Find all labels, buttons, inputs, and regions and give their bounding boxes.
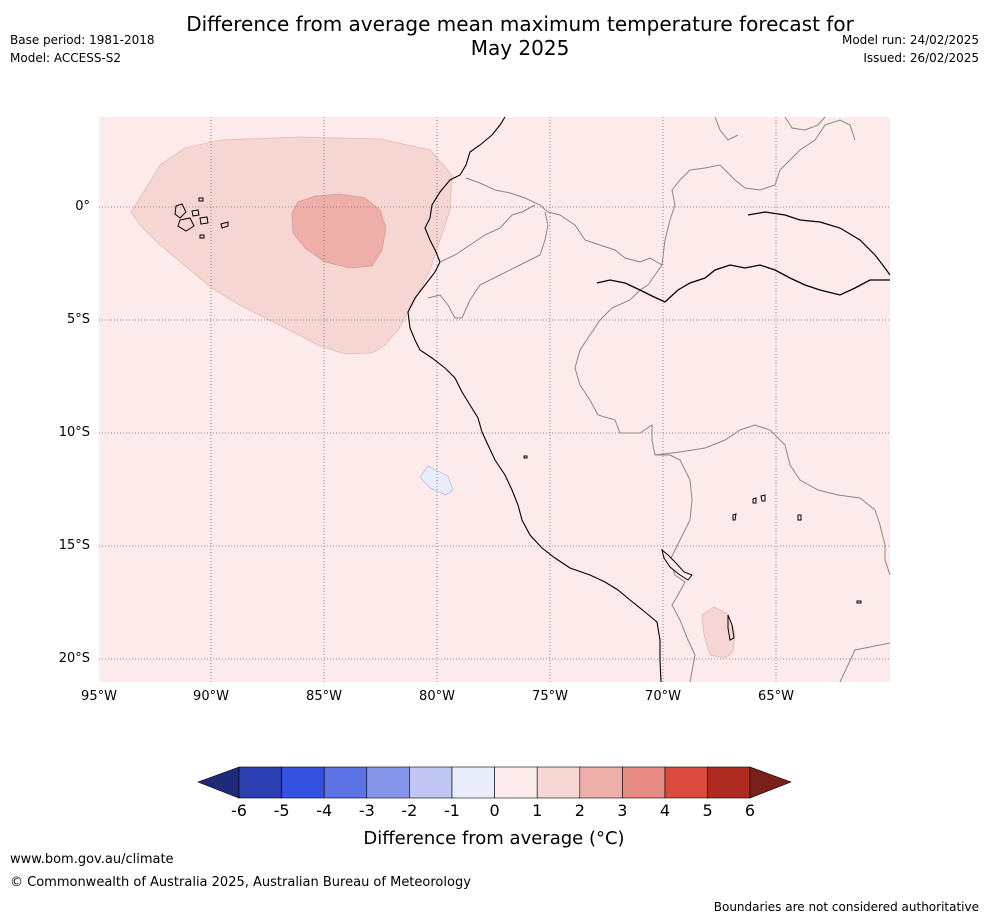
colorbar-swatch-neg5 <box>281 766 325 799</box>
lon-label-70w: 70°W <box>645 689 681 704</box>
colorbar-swatch-2 <box>579 766 623 799</box>
cb-tick-neg5: -5 <box>273 801 290 820</box>
cb-tick-1: 1 <box>532 801 543 820</box>
cb-tick-neg3: -3 <box>358 801 375 820</box>
lake-titicaca <box>661 548 693 581</box>
anomaly-2-3-region <box>291 193 387 269</box>
lat-label-0: 0° <box>75 199 90 214</box>
base-period-text: Base period: 1981-2018 <box>10 33 155 47</box>
lon-label-80w: 80°W <box>419 689 455 704</box>
colorbar-swatch-neg6 <box>238 766 282 799</box>
colorbar-swatch-5 <box>707 766 751 799</box>
anomaly-1-2-region-east <box>701 606 736 659</box>
cb-tick-2: 2 <box>574 801 585 820</box>
lon-label-65w: 65°W <box>758 689 794 704</box>
footer-disclaimer: Boundaries are not considered authoritat… <box>713 900 979 914</box>
lake-poopo <box>727 614 735 641</box>
coastline <box>407 116 662 683</box>
colorbar-swatch-neg3 <box>366 766 410 799</box>
footer-copyright: © Commonwealth of Australia 2025, Austra… <box>10 875 471 890</box>
colorbar-swatch-neg2 <box>409 766 453 799</box>
footer-url: www.bom.gov.au/climate <box>10 852 174 867</box>
colorbar-swatch-neg1 <box>451 766 495 799</box>
colorbar-swatch-1 <box>536 766 581 799</box>
title-line-2: May 2025 <box>470 36 570 60</box>
negro-river <box>747 211 891 276</box>
galapagos-islands <box>174 197 229 239</box>
lon-label-90w: 90°W <box>193 689 229 704</box>
lon-label-75w: 75°W <box>532 689 568 704</box>
anomaly-1-2-region-west <box>130 136 453 355</box>
model-run-text: Model run: 24/02/2025 <box>841 33 979 47</box>
cb-tick-neg2: -2 <box>401 801 418 820</box>
title-line-1: Difference from average mean maximum tem… <box>186 12 854 36</box>
amazon-river <box>596 264 890 303</box>
cb-tick-neg1: -1 <box>444 801 460 820</box>
lat-label-10s: 10°S <box>58 425 90 440</box>
cb-tick-5: 5 <box>702 801 713 820</box>
colorbar-swatch-4 <box>664 766 708 799</box>
colorbar-swatch-3 <box>622 766 666 799</box>
gridlines <box>99 117 890 682</box>
colorbar-swatch-neg4 <box>323 766 368 799</box>
cb-tick-neg4: -4 <box>316 801 333 820</box>
page-title: Difference from average mean maximum tem… <box>150 12 890 60</box>
colorbar-extend-max <box>749 766 792 799</box>
model-text: Model: ACCESS-S2 <box>10 51 122 65</box>
lat-label-5s: 5°S <box>66 312 90 327</box>
lat-label-20s: 20°S <box>58 651 90 666</box>
colorbar-label: Difference from average (°C) <box>363 828 625 849</box>
lon-label-95w: 95°W <box>81 689 117 704</box>
cb-tick-neg6: -6 <box>231 801 247 820</box>
small-lakes <box>523 455 862 604</box>
issued-text: Issued: 26/02/2025 <box>863 51 979 65</box>
colorbar-extend-min <box>197 766 240 799</box>
lat-label-15s: 15°S <box>58 538 90 553</box>
cb-tick-6: 6 <box>744 801 756 820</box>
colorbar-swatch-0 <box>494 766 538 799</box>
cb-tick-0: 0 <box>489 801 500 820</box>
cb-tick-4: 4 <box>659 801 671 820</box>
lon-label-85w: 85°W <box>306 689 342 704</box>
cb-tick-3: 3 <box>617 801 628 820</box>
anomaly-neg1-0-region <box>419 465 454 496</box>
